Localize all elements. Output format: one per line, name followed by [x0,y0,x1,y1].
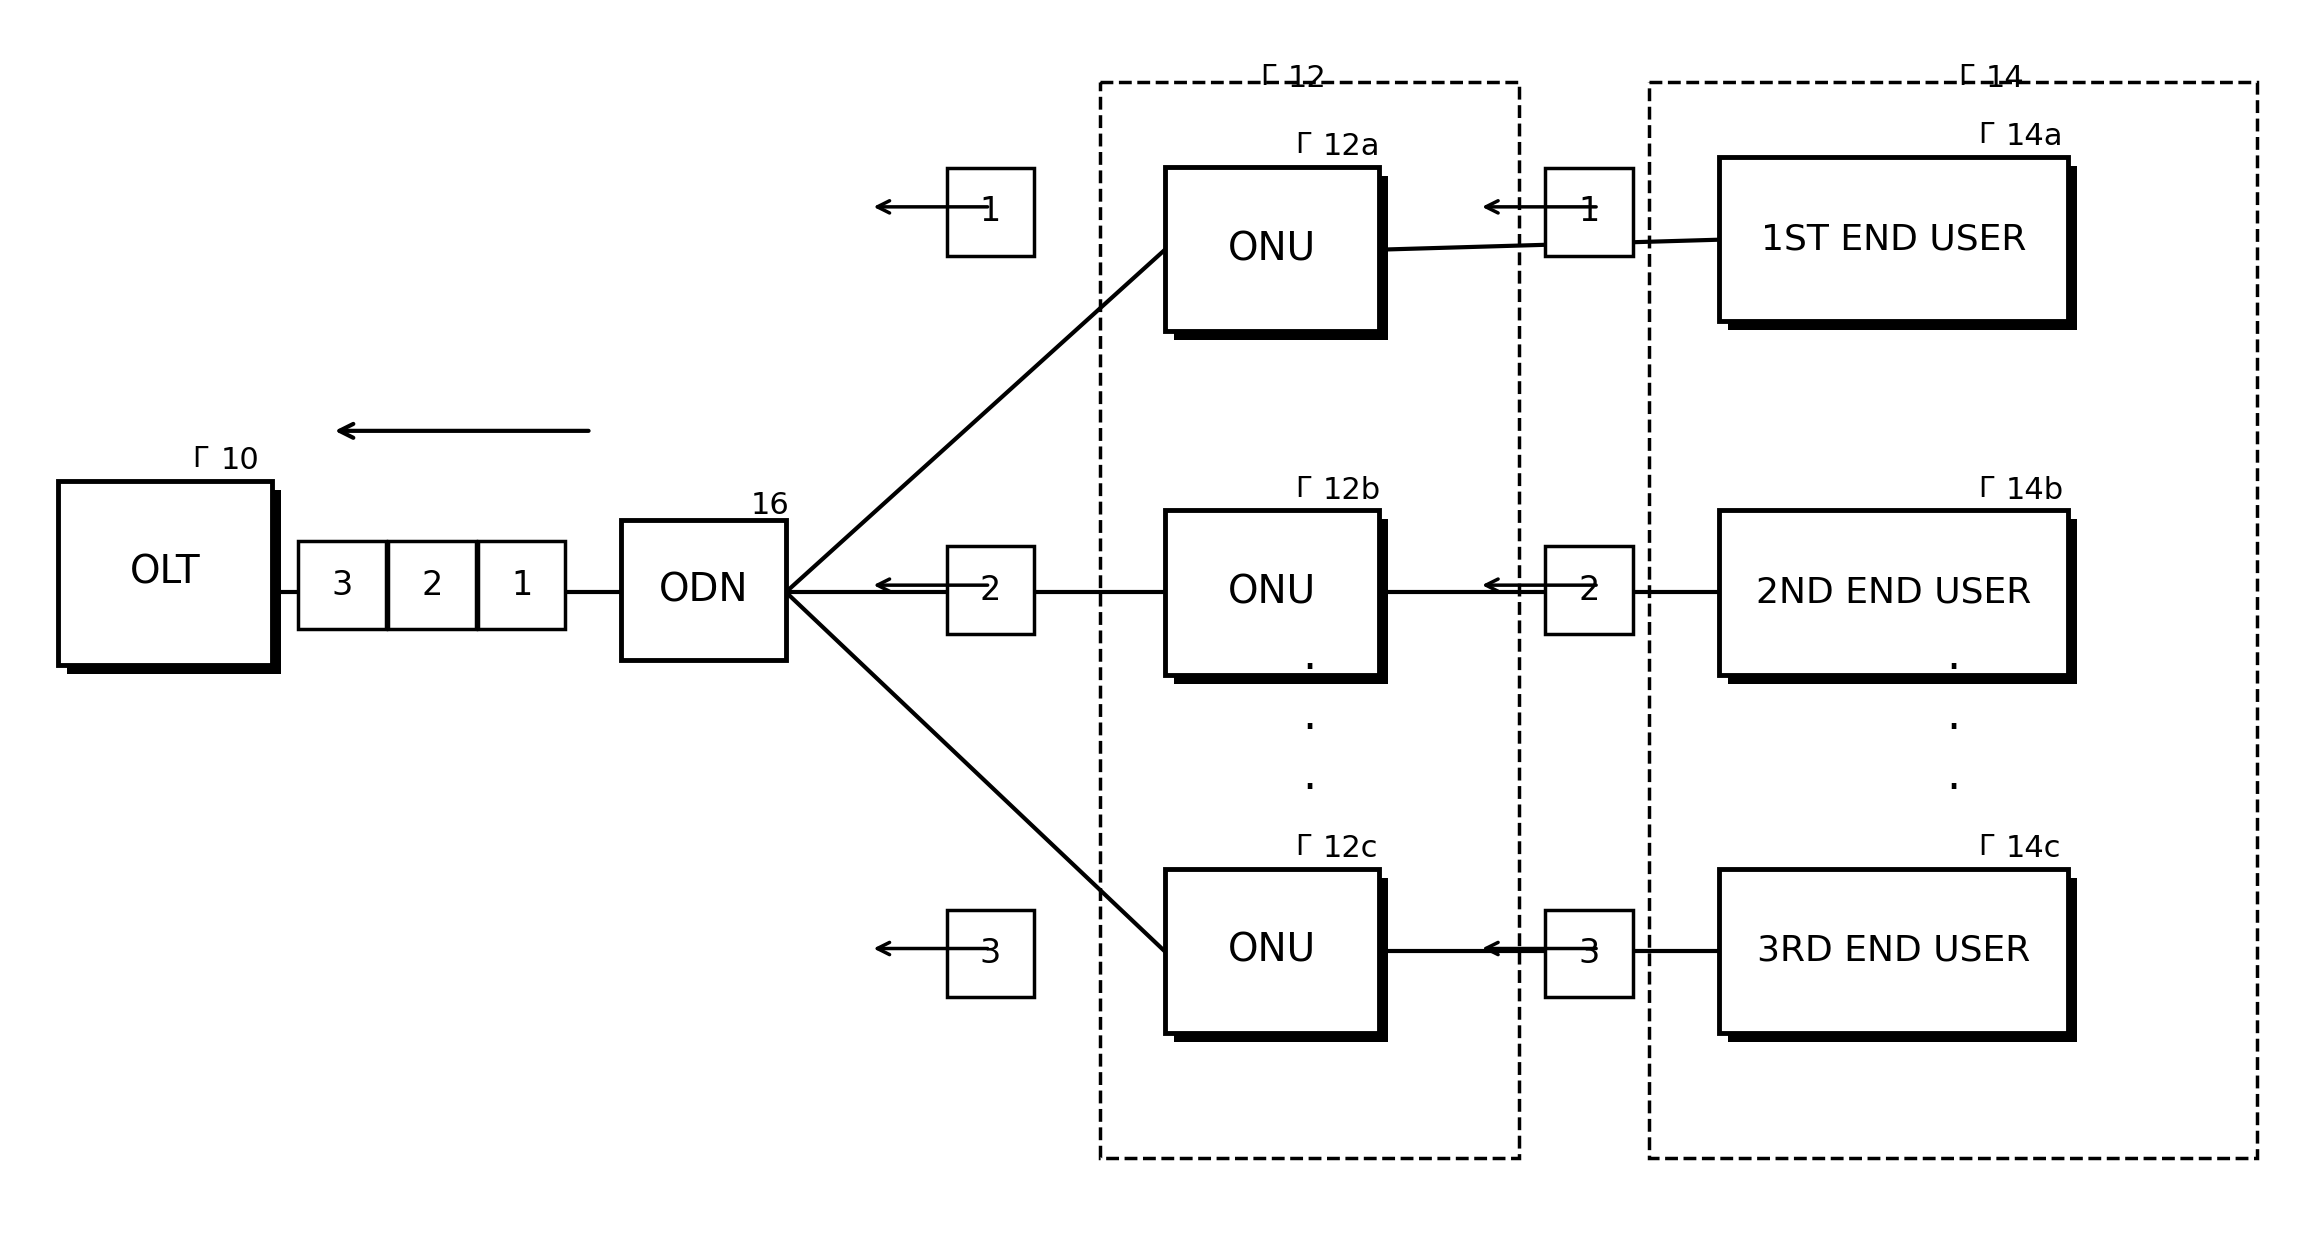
Bar [1728,878,2077,1042]
Bar [389,542,476,628]
Text: 3: 3 [981,936,1002,970]
Text: 3: 3 [1577,936,1601,970]
Text: $\mathsf{\Gamma}$: $\mathsf{\Gamma}$ [1959,64,1975,92]
Text: 12c: 12c [1323,834,1379,863]
Text: 14b: 14b [2005,476,2063,505]
Text: ODN: ODN [659,571,749,609]
Text: 14a: 14a [2005,122,2063,151]
Text: ONU: ONU [1228,931,1316,970]
Text: ONU: ONU [1228,574,1316,611]
Text: 14: 14 [1987,64,2024,94]
Bar [1719,511,2068,674]
Text: 3RD END USER: 3RD END USER [1756,934,2031,969]
Bar [1175,520,1388,684]
Text: 12: 12 [1288,64,1325,94]
Text: OLT: OLT [130,554,201,591]
Text: 2: 2 [981,574,1002,606]
Text: 10: 10 [220,445,259,475]
Bar [1166,167,1379,332]
Text: 2: 2 [1577,574,1601,606]
Bar [1101,83,1520,1158]
Text: 14c: 14c [2005,834,2061,863]
Bar [1649,83,2257,1158]
Text: $\mathsf{\Gamma}$: $\mathsf{\Gamma}$ [1295,834,1311,861]
Text: 2: 2 [421,569,442,601]
Bar [1175,176,1388,340]
Text: ONU: ONU [1228,230,1316,268]
Text: $\mathsf{\Gamma}$: $\mathsf{\Gamma}$ [1978,476,1996,502]
Text: ·
·
·: · · · [1302,648,1316,811]
Text: $\mathsf{\Gamma}$: $\mathsf{\Gamma}$ [1295,132,1311,160]
Text: 1: 1 [1577,195,1601,229]
Bar [1166,868,1379,1033]
Bar [58,481,273,664]
Bar [1728,520,2077,684]
Text: 3: 3 [331,569,352,601]
Text: $\mathsf{\Gamma}$: $\mathsf{\Gamma}$ [1978,122,1996,150]
Text: ·
·
·: · · · [1945,648,1959,811]
Text: $\mathsf{\Gamma}$: $\mathsf{\Gamma}$ [1261,64,1277,92]
Text: 1ST END USER: 1ST END USER [1760,223,2026,256]
Bar [476,542,564,628]
Bar [1166,511,1379,674]
Text: $\mathsf{\Gamma}$: $\mathsf{\Gamma}$ [1978,834,1996,861]
Bar [1175,878,1388,1042]
Text: 16: 16 [752,491,789,520]
Bar [1545,547,1633,633]
Bar [1728,166,2077,330]
Text: 12a: 12a [1323,132,1381,161]
Bar [946,547,1034,633]
Bar [1545,909,1633,997]
Bar [1719,157,2068,322]
Text: 12b: 12b [1323,476,1381,505]
Bar [1719,868,2068,1033]
Bar [67,490,282,674]
Bar [946,168,1034,256]
Text: 2ND END USER: 2ND END USER [1756,575,2031,610]
Bar [622,521,786,659]
Text: $\mathsf{\Gamma}$: $\mathsf{\Gamma}$ [192,445,210,473]
Text: 1: 1 [511,569,532,601]
Text: $\mathsf{\Gamma}$: $\mathsf{\Gamma}$ [1295,476,1311,502]
Bar [298,542,386,628]
Bar [1545,168,1633,256]
Bar [946,909,1034,997]
Text: 1: 1 [981,195,1002,229]
